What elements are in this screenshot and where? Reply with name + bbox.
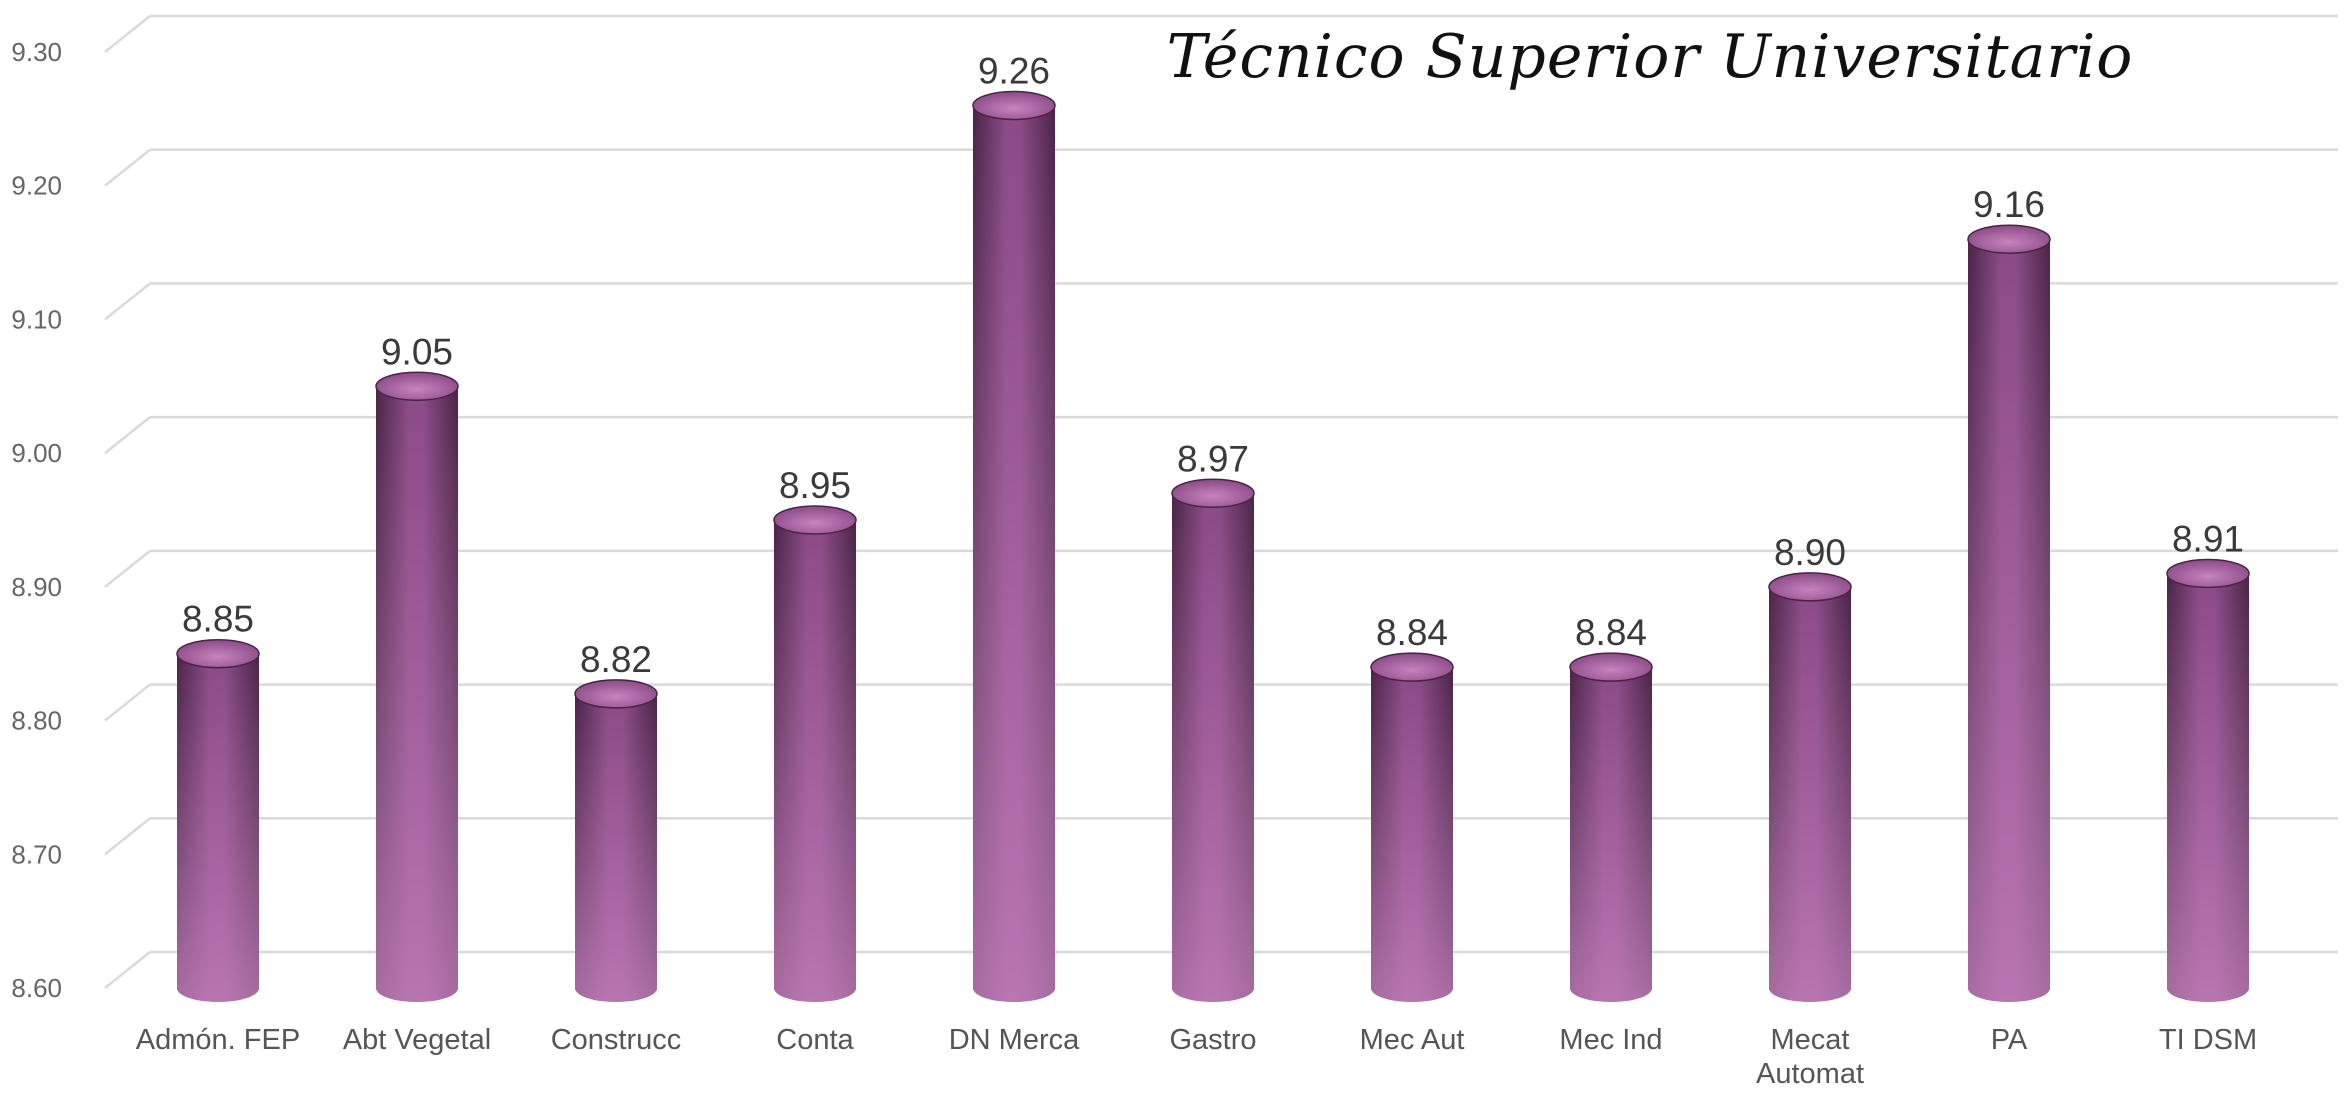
- bar-glow: [1769, 586, 1851, 1002]
- grid-line-diag: [104, 817, 151, 856]
- x-tick-label: Mecat Automat: [1756, 1024, 1864, 1088]
- bar-cap: [375, 371, 459, 402]
- data-label: 8.84: [1575, 612, 1647, 653]
- bar-cap: [972, 90, 1056, 121]
- y-tick-label: 8.70: [11, 839, 62, 869]
- x-tick-label: PA: [1991, 1024, 2028, 1056]
- y-tick-label: 8.90: [11, 572, 62, 602]
- data-label: 8.84: [1376, 612, 1448, 653]
- data-label: 9.26: [978, 50, 1050, 91]
- bar: [2166, 558, 2250, 1002]
- bar-cap: [2166, 558, 2250, 589]
- bar: [1967, 224, 2051, 1002]
- x-tick-label: TI DSM: [2159, 1024, 2257, 1056]
- data-label: 8.95: [779, 465, 851, 506]
- bar: [176, 638, 260, 1002]
- bar: [1569, 652, 1653, 1002]
- chart-title: Técnico Superior Universitario: [1166, 22, 2134, 92]
- bar-cap: [1768, 572, 1852, 602]
- x-tick-label: Gastro: [1169, 1024, 1256, 1056]
- bar-glow: [376, 386, 458, 1002]
- y-tick-label: 9.30: [11, 37, 62, 67]
- bar-cap: [1171, 478, 1255, 509]
- bar-glow: [973, 105, 1055, 1002]
- x-tick-label: Mec Ind: [1559, 1024, 1662, 1056]
- grid-line-diag: [104, 148, 151, 187]
- y-tick-label: 9.20: [11, 171, 62, 201]
- data-label: 8.97: [1177, 438, 1249, 479]
- y-tick-label: 8.80: [11, 706, 62, 736]
- bar-cap: [1569, 652, 1653, 682]
- bar-glow: [1172, 493, 1254, 1002]
- bar: [773, 505, 857, 1002]
- x-tick-label: Admón. FEP: [136, 1024, 300, 1056]
- bar-cap: [1370, 652, 1454, 682]
- y-tick-label: 9.10: [11, 304, 62, 334]
- bar: [375, 371, 459, 1002]
- bar-glow: [1570, 667, 1652, 1002]
- x-tick-label: Mec Aut: [1360, 1024, 1465, 1056]
- grid-line-diag: [104, 951, 151, 989]
- bar: [1171, 478, 1255, 1002]
- bar: [1370, 652, 1454, 1002]
- x-tick-label: DN Merca: [949, 1024, 1080, 1056]
- bar-glow: [575, 693, 657, 1002]
- bar-glow: [1371, 667, 1453, 1002]
- bar-glow: [177, 653, 259, 1002]
- grid-line-diag: [104, 416, 151, 455]
- grid-line-diag: [104, 549, 151, 588]
- data-label: 8.82: [580, 639, 652, 680]
- bar-glow: [2167, 573, 2249, 1002]
- data-label: 9.05: [381, 331, 453, 372]
- data-label: 8.91: [2172, 518, 2244, 559]
- y-tick-label: 9.00: [11, 438, 62, 468]
- grid-line-diag: [104, 15, 151, 53]
- bar-glow: [774, 520, 856, 1002]
- grid-line-diag: [104, 282, 151, 321]
- bar-cap: [1967, 224, 2051, 254]
- x-tick-label: Conta: [776, 1024, 854, 1056]
- data-label: 8.90: [1774, 532, 1846, 573]
- bar-glow: [1968, 239, 2050, 1002]
- bar-cap: [176, 638, 260, 669]
- x-tick-label: Construcc: [551, 1024, 682, 1056]
- grid-line-diag: [104, 683, 151, 722]
- x-tick-label: Abt Vegetal: [343, 1024, 491, 1056]
- bar: [1768, 572, 1852, 1002]
- y-tick-label: 8.60: [11, 973, 62, 1003]
- bar-cap: [574, 679, 658, 709]
- bar-cap: [773, 505, 857, 535]
- bar: [574, 679, 658, 1002]
- data-label: 9.16: [1973, 184, 2045, 225]
- data-label: 8.85: [182, 599, 254, 640]
- bar: [972, 90, 1056, 1002]
